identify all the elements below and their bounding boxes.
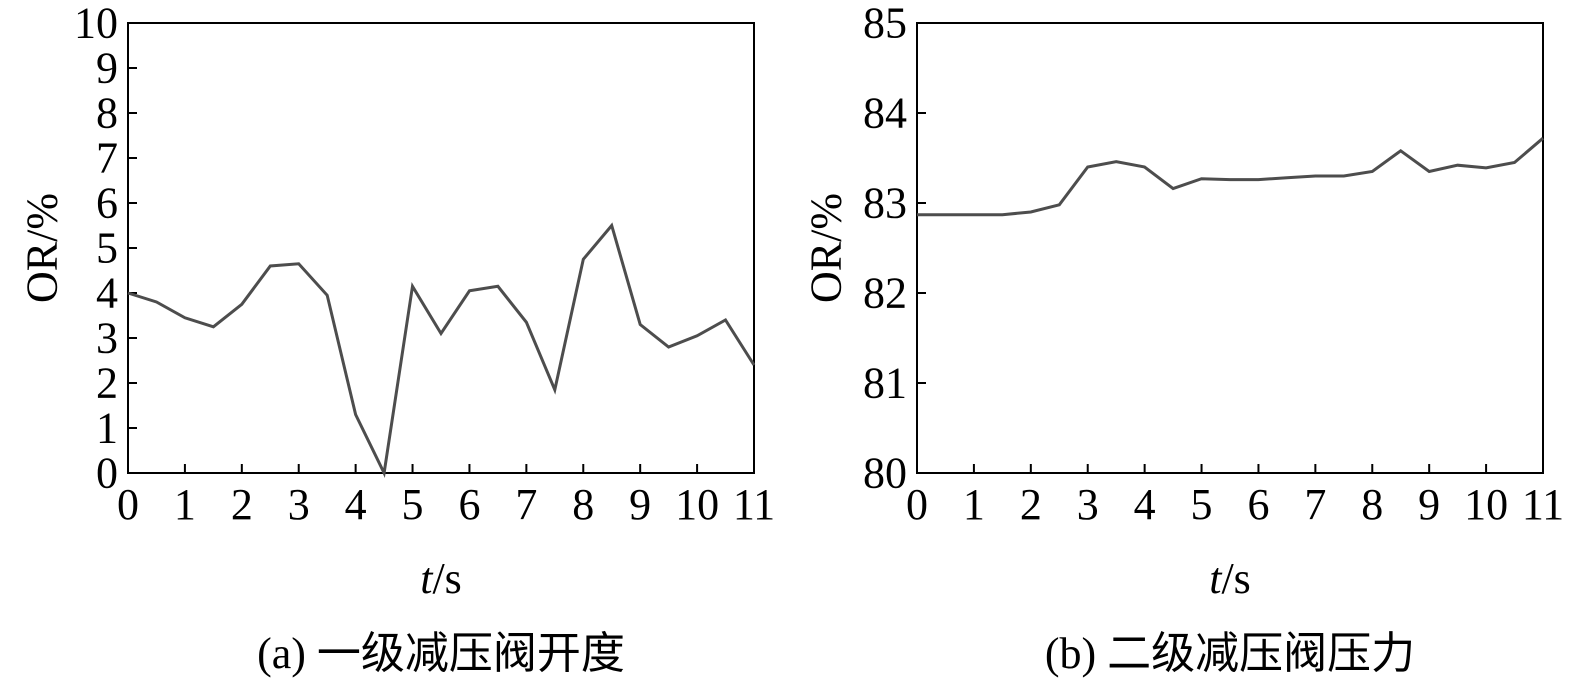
chart-b-y-tick-label: 82 [863, 269, 907, 318]
chart-a-y-tick-label: 3 [96, 314, 118, 363]
chart-b-x-tick-label: 2 [1020, 480, 1042, 529]
chart-a-x-tick-label: 10 [675, 480, 719, 529]
chart-b-y-tick-label: 84 [863, 89, 907, 138]
chart-a-x-tick-label: 4 [345, 480, 367, 529]
chart-a-x-tick-label: 7 [515, 480, 537, 529]
chart-b-plot-frame [916, 22, 1544, 474]
chart-a-y-tick-label: 10 [74, 0, 118, 48]
chart-b-x-tick-label: 7 [1304, 480, 1326, 529]
chart-a-y-tick-label: 2 [96, 359, 118, 408]
chart-a-y-tick-label: 8 [96, 89, 118, 138]
chart-b-x-tick-label: 8 [1361, 480, 1383, 529]
chart-b-x-axis-variable: t [1209, 554, 1223, 603]
chart-a-y-tick-label: 5 [96, 224, 118, 273]
chart-b-x-axis-unit: /s [1221, 554, 1250, 603]
chart-a-x-axis-unit: /s [432, 554, 461, 603]
chart-b-x-tick-label: 6 [1247, 480, 1269, 529]
chart-b-y-tick-label: 81 [863, 359, 907, 408]
chart-a-y-tick-label: 9 [96, 44, 118, 93]
chart-b-x-tick-label: 3 [1077, 480, 1099, 529]
chart-a-y-tick-label: 4 [96, 269, 118, 318]
chart-a-x-axis-variable: t [420, 554, 434, 603]
chart-a-caption: (a) 一级减压阀开度 [257, 629, 625, 678]
chart-b-y-tick-label: 83 [863, 179, 907, 228]
chart-b-x-axis-title: t/s [1209, 554, 1251, 603]
chart-a-x-tick-label: 6 [458, 480, 480, 529]
chart-b-x-tick-label: 1 [963, 480, 985, 529]
chart-a-y-tick-label: 6 [96, 179, 118, 228]
chart-a-x-tick-label: 8 [572, 480, 594, 529]
chart-b-y-axis-title: OR/% [802, 193, 851, 303]
chart-b-x-tick-label: 10 [1464, 480, 1508, 529]
chart-b-y-tick-label: 80 [863, 449, 907, 498]
chart-b-x-tick-label: 0 [906, 480, 928, 529]
chart-a-x-tick-label: 11 [733, 480, 775, 529]
chart-a-x-tick-label: 5 [402, 480, 424, 529]
chart-a-series-line [127, 222, 756, 478]
chart-a-y-tick-label: 7 [96, 134, 118, 183]
chart-b: 80 81 82 83 84 85 0 1 2 3 4 5 6 7 8 9 10 11 t/s OR/% (b) 二级减… [802, 0, 1565, 678]
chart-a-x-tick-label: 0 [117, 480, 139, 529]
chart-a-x-tick-label: 9 [629, 480, 651, 529]
chart-b-y-tick-label: 85 [863, 0, 907, 48]
chart-a-y-tick-label: 1 [96, 404, 118, 453]
chart-a-x-tick-label: 1 [174, 480, 196, 529]
chart-a-x-tick-label: 3 [288, 480, 310, 529]
chart-b-series-line [917, 137, 1544, 217]
chart-b-x-tick-label: 11 [1522, 480, 1564, 529]
chart-b-caption: (b) 二级减压阀压力 [1045, 629, 1415, 678]
chart-a-y-tick-label: 0 [96, 449, 118, 498]
chart-b-x-tick-label: 9 [1418, 480, 1440, 529]
chart-a-x-tick-label: 2 [231, 480, 253, 529]
chart-a-y-axis-title: OR/% [18, 193, 67, 303]
chart-a-plot-frame [127, 22, 755, 474]
chart-b-x-tick-label: 5 [1191, 480, 1213, 529]
chart-b-x-tick-label: 4 [1134, 480, 1156, 529]
chart-a-x-axis-title: t/s [420, 554, 462, 603]
